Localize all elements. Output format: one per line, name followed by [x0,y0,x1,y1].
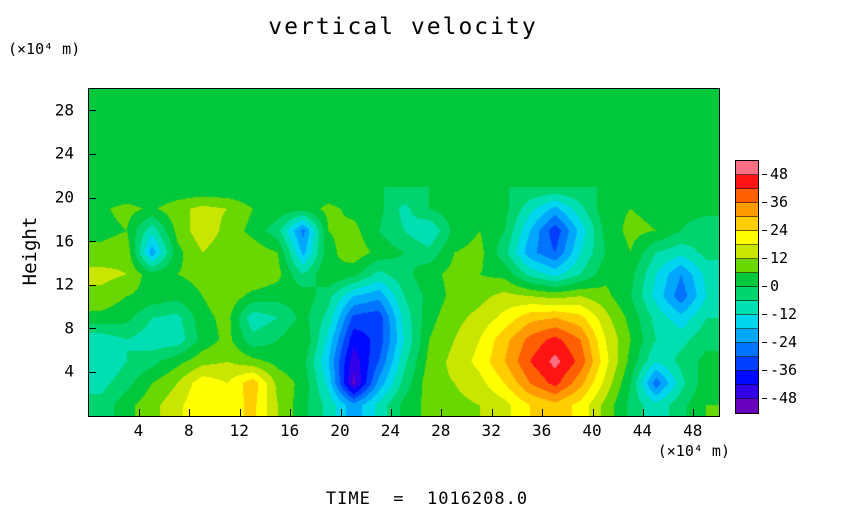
colorbar-segment [736,189,758,203]
x-tick-mark [491,409,493,416]
colorbar-segment [736,343,758,357]
colorbar-segment [736,399,758,413]
x-tick-label: 40 [582,421,602,440]
x-tick-mark [340,409,342,416]
x-tick-mark [542,409,544,416]
y-axis-title: Height [19,216,41,286]
colorbar-segment [736,175,758,189]
colorbar-segment [736,245,758,259]
x-axis-unit-label: (×10⁴ m) [657,442,730,460]
colorbar-tick-mark [762,173,767,175]
colorbar-segment [736,301,758,315]
y-tick-mark [89,197,96,199]
x-tick-mark [239,409,241,416]
time-label: TIME = 1016208.0 [325,489,529,509]
colorbar-tick-label: 36 [770,193,789,211]
colorbar-segment [736,329,758,343]
x-axis-tick-labels: 4 8 12 16 20 24 28 32 36 40 44 48 [88,421,718,441]
colorbar-segment [736,385,758,399]
colorbar-segment [736,161,758,175]
colorbar-tick-label: -48 [770,389,798,407]
colorbar-segment [736,203,758,217]
colorbar-segment [736,315,758,329]
colorbar-segment [736,287,758,301]
colorbar-tick-label: -12 [770,305,798,323]
x-tick-mark [592,409,594,416]
colorbar-tick-mark [762,341,767,343]
x-tick-label: 28 [431,421,451,440]
y-tick-mark [89,328,96,330]
y-axis-unit-label: (×10⁴ m) [8,40,81,58]
y-tick-mark [89,284,96,286]
colorbar-tick-label: 0 [770,277,780,295]
x-tick-mark [390,409,392,416]
colorbar-tick-mark [762,369,767,371]
x-tick-label: 20 [330,421,350,440]
heatmap-canvas [89,89,719,416]
plot-area [88,88,720,417]
colorbar-segment [736,357,758,371]
colorbar-segment [736,217,758,231]
colorbar [735,160,759,414]
colorbar-segment [736,259,758,273]
colorbar-tick-mark [762,229,767,231]
colorbar-tick-labels: 48 36 24 12 0 -12 -24 -36 -48 [762,160,832,412]
x-tick-mark [189,409,191,416]
chart-title: vertical velocity [268,14,538,40]
y-tick-mark [89,371,96,373]
x-tick-mark [290,409,292,416]
x-tick-label: 16 [279,421,300,440]
colorbar-tick-label: -36 [770,361,798,379]
x-tick-label: 4 [133,421,144,440]
colorbar-tick-mark [762,397,767,399]
y-tick-label: 24 [54,143,74,163]
y-tick-label: 20 [54,187,74,207]
colorbar-tick-mark [762,313,767,315]
colorbar-segment [736,371,758,385]
y-tick-label: 12 [54,274,74,294]
x-tick-label: 44 [632,421,653,440]
x-tick-label: 32 [481,421,501,440]
y-tick-mark [89,110,96,112]
colorbar-segment [736,273,758,287]
x-tick-mark [441,409,443,416]
colorbar-tick-label: 12 [770,249,789,267]
colorbar-tick-label: 24 [770,221,789,239]
colorbar-tick-label: 48 [770,165,789,183]
x-tick-label: 24 [380,421,401,440]
y-tick-mark [89,153,96,155]
y-tick-mark [89,241,96,243]
colorbar-tick-label: -24 [770,333,798,351]
colorbar-tick-mark [762,201,767,203]
x-tick-label: 48 [683,421,703,440]
y-tick-label: 16 [54,231,74,251]
colorbar-tick-mark [762,257,767,259]
colorbar-segment [736,231,758,245]
y-tick-label: 28 [54,100,74,120]
x-tick-mark [642,409,644,416]
y-tick-label: 8 [64,318,74,338]
y-axis-tick-labels: 4 8 12 16 20 24 28 [40,88,80,415]
x-tick-label: 36 [531,421,552,440]
x-tick-label: 12 [229,421,249,440]
x-tick-mark [693,409,695,416]
x-tick-mark [138,409,140,416]
colorbar-tick-mark [762,285,767,287]
x-tick-label: 8 [183,421,194,440]
y-tick-label: 4 [64,361,74,381]
